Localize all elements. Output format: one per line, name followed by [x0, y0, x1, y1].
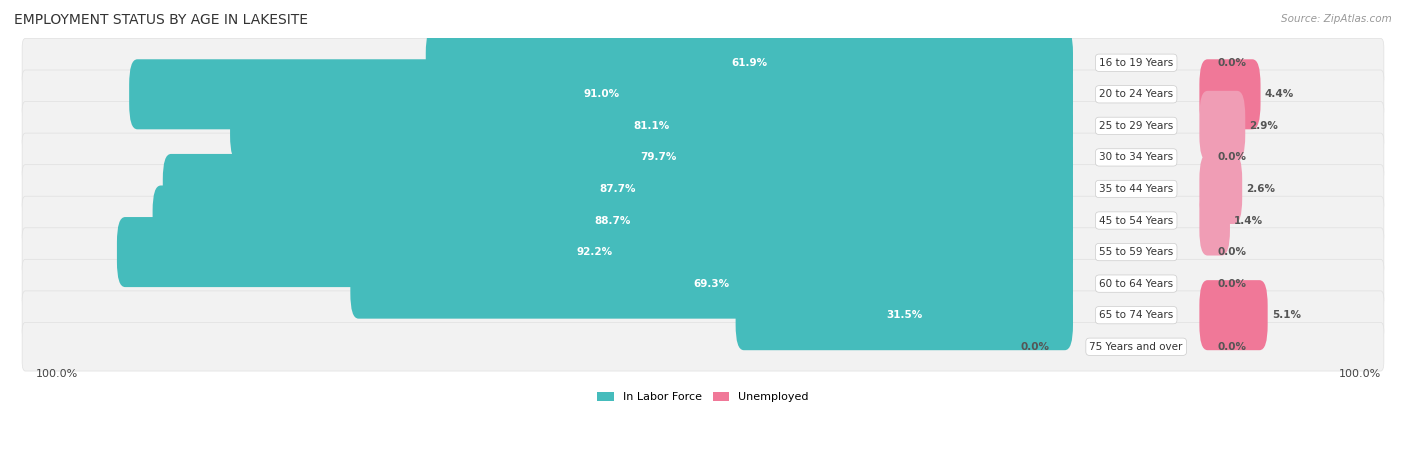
- FancyBboxPatch shape: [1199, 91, 1246, 161]
- Text: 25 to 29 Years: 25 to 29 Years: [1099, 121, 1174, 131]
- Text: 88.7%: 88.7%: [595, 216, 631, 225]
- Text: 60 to 64 Years: 60 to 64 Years: [1099, 279, 1173, 288]
- FancyBboxPatch shape: [22, 165, 1384, 213]
- Legend: In Labor Force, Unemployed: In Labor Force, Unemployed: [593, 387, 813, 406]
- Text: 0.0%: 0.0%: [1218, 279, 1247, 288]
- Text: 0.0%: 0.0%: [1218, 153, 1247, 162]
- Text: 20 to 24 Years: 20 to 24 Years: [1099, 89, 1173, 99]
- Text: 79.7%: 79.7%: [641, 153, 676, 162]
- Text: Source: ZipAtlas.com: Source: ZipAtlas.com: [1281, 14, 1392, 23]
- Text: 91.0%: 91.0%: [583, 89, 619, 99]
- FancyBboxPatch shape: [1199, 154, 1241, 224]
- FancyBboxPatch shape: [22, 196, 1384, 245]
- Text: 0.0%: 0.0%: [1218, 342, 1247, 352]
- Text: 87.7%: 87.7%: [599, 184, 636, 194]
- FancyBboxPatch shape: [22, 133, 1384, 182]
- Text: 55 to 59 Years: 55 to 59 Years: [1099, 247, 1174, 257]
- Text: 31.5%: 31.5%: [886, 310, 922, 320]
- Text: 4.4%: 4.4%: [1264, 89, 1294, 99]
- Text: 0.0%: 0.0%: [1218, 247, 1247, 257]
- FancyBboxPatch shape: [22, 102, 1384, 150]
- FancyBboxPatch shape: [1199, 280, 1268, 350]
- FancyBboxPatch shape: [22, 259, 1384, 308]
- FancyBboxPatch shape: [735, 280, 1073, 350]
- FancyBboxPatch shape: [22, 291, 1384, 339]
- Text: 35 to 44 Years: 35 to 44 Years: [1099, 184, 1174, 194]
- FancyBboxPatch shape: [245, 122, 1073, 193]
- FancyBboxPatch shape: [231, 91, 1073, 161]
- FancyBboxPatch shape: [1199, 59, 1261, 129]
- Text: 100.0%: 100.0%: [35, 369, 77, 379]
- Text: 100.0%: 100.0%: [1339, 369, 1381, 379]
- Text: 61.9%: 61.9%: [731, 58, 768, 68]
- Text: 75 Years and over: 75 Years and over: [1090, 342, 1182, 352]
- FancyBboxPatch shape: [129, 59, 1073, 129]
- Text: 0.0%: 0.0%: [1218, 58, 1247, 68]
- FancyBboxPatch shape: [1199, 185, 1230, 256]
- Text: 30 to 34 Years: 30 to 34 Years: [1099, 153, 1173, 162]
- Text: 16 to 19 Years: 16 to 19 Years: [1099, 58, 1174, 68]
- FancyBboxPatch shape: [426, 28, 1073, 98]
- FancyBboxPatch shape: [22, 70, 1384, 119]
- Text: 0.0%: 0.0%: [1021, 342, 1049, 352]
- Text: 92.2%: 92.2%: [576, 247, 613, 257]
- Text: 69.3%: 69.3%: [693, 279, 730, 288]
- FancyBboxPatch shape: [22, 323, 1384, 371]
- Text: EMPLOYMENT STATUS BY AGE IN LAKESITE: EMPLOYMENT STATUS BY AGE IN LAKESITE: [14, 14, 308, 27]
- Text: 45 to 54 Years: 45 to 54 Years: [1099, 216, 1174, 225]
- Text: 5.1%: 5.1%: [1272, 310, 1301, 320]
- FancyBboxPatch shape: [22, 228, 1384, 276]
- FancyBboxPatch shape: [153, 185, 1073, 256]
- Text: 81.1%: 81.1%: [633, 121, 669, 131]
- FancyBboxPatch shape: [163, 154, 1073, 224]
- Text: 2.6%: 2.6%: [1246, 184, 1275, 194]
- FancyBboxPatch shape: [22, 38, 1384, 87]
- Text: 65 to 74 Years: 65 to 74 Years: [1099, 310, 1174, 320]
- Text: 2.9%: 2.9%: [1250, 121, 1278, 131]
- FancyBboxPatch shape: [350, 248, 1073, 319]
- FancyBboxPatch shape: [117, 217, 1073, 287]
- Text: 1.4%: 1.4%: [1234, 216, 1263, 225]
